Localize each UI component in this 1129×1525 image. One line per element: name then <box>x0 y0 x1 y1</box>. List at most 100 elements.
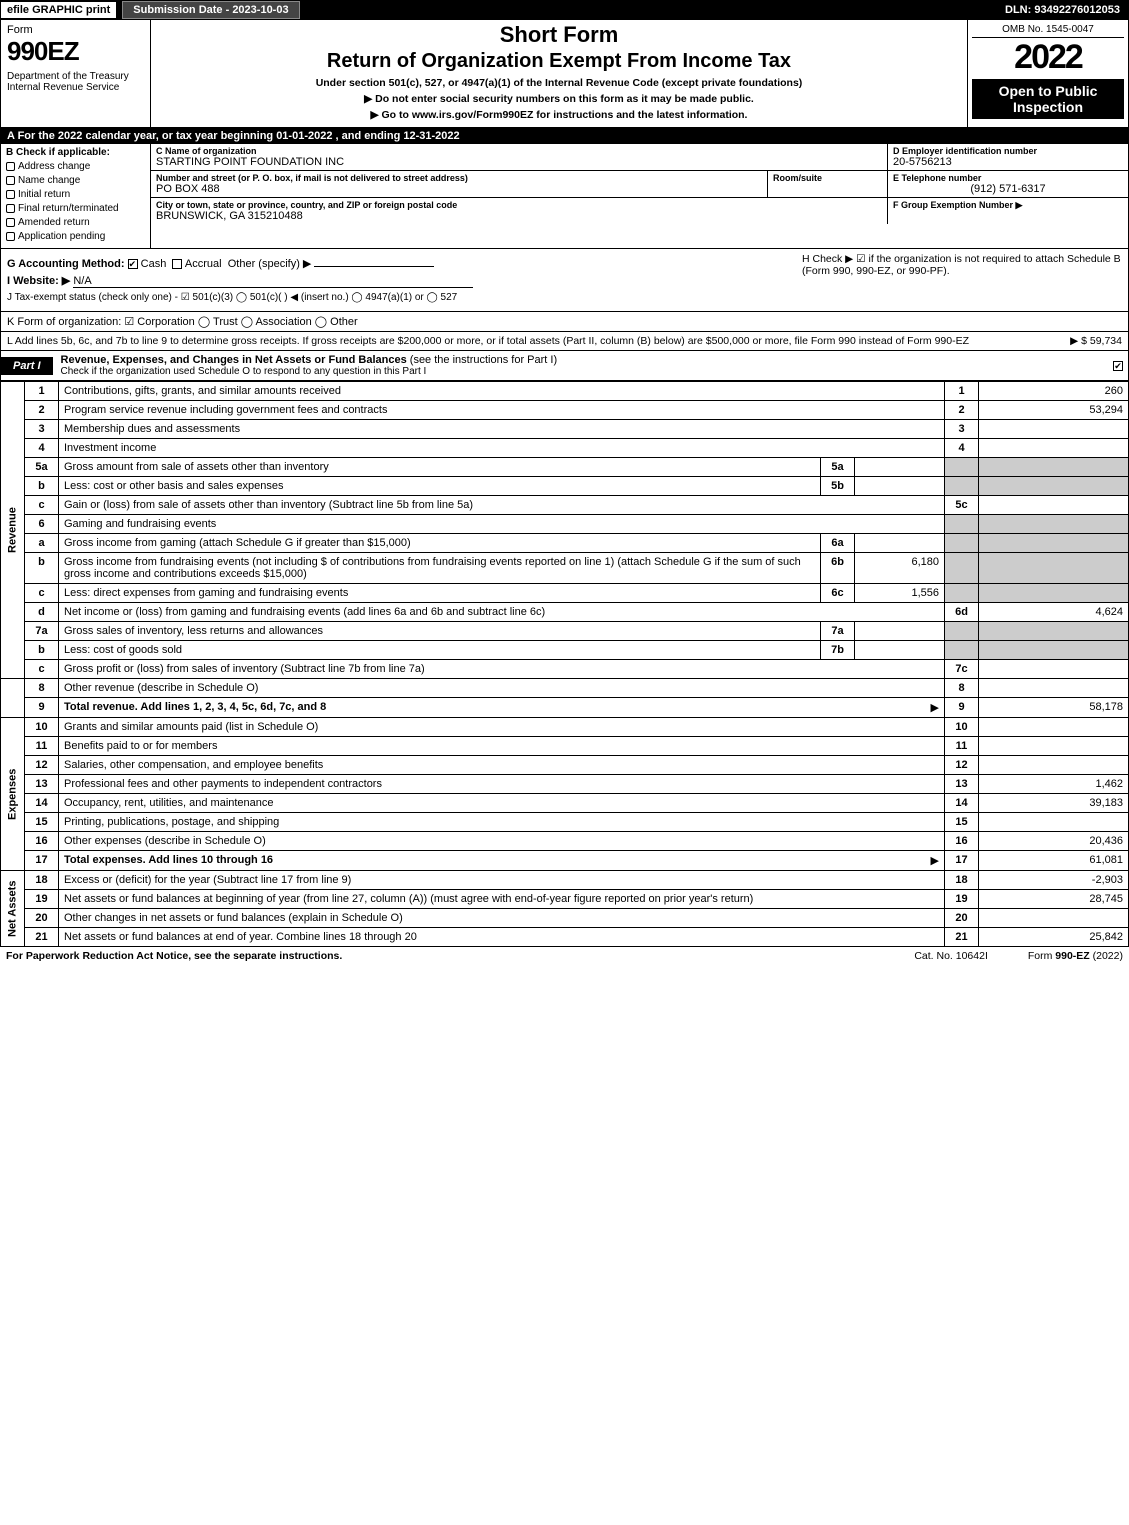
l19-desc: Net assets or fund balances at beginning… <box>59 890 945 909</box>
l9-amt: 58,178 <box>979 698 1129 718</box>
l3-amt <box>979 420 1129 439</box>
l6b-sn: 6b <box>821 553 855 584</box>
room-label: Room/suite <box>773 173 882 183</box>
l21-amt: 25,842 <box>979 928 1129 947</box>
l5b-sn: 5b <box>821 477 855 496</box>
d-value: 20-5756213 <box>893 156 1123 168</box>
l9-arrow-icon: ▶ <box>931 701 939 714</box>
l3-num: 3 <box>25 420 59 439</box>
l15-num: 15 <box>25 813 59 832</box>
g-accrual-label: Accrual <box>185 258 222 270</box>
l18-desc: Excess or (deficit) for the year (Subtra… <box>59 871 945 890</box>
l6b-num: b <box>25 553 59 584</box>
form-goto[interactable]: ▶ Go to www.irs.gov/Form990EZ for instru… <box>155 109 963 121</box>
form-title: Return of Organization Exempt From Incom… <box>155 50 963 73</box>
f-group-cell: F Group Exemption Number ▶ <box>888 198 1128 224</box>
part-i-title: Revenue, Expenses, and Changes in Net As… <box>53 351 1108 380</box>
l6d-num: d <box>25 603 59 622</box>
block-b-to-f: B Check if applicable: Address change Na… <box>0 144 1129 249</box>
form-warning: ▶ Do not enter social security numbers o… <box>155 93 963 105</box>
l1-amt: 260 <box>979 382 1129 401</box>
header-left: Form 990EZ Department of the Treasury In… <box>1 20 151 127</box>
l10-desc: Grants and similar amounts paid (list in… <box>59 718 945 737</box>
part-i-title-text: Revenue, Expenses, and Changes in Net As… <box>61 354 407 366</box>
l21-desc: Net assets or fund balances at end of ye… <box>59 928 945 947</box>
l-text: L Add lines 5b, 6c, and 7b to line 9 to … <box>7 335 969 347</box>
l16-desc: Other expenses (describe in Schedule O) <box>59 832 945 851</box>
revenue-spacer <box>1 679 25 718</box>
l7a-rnum <box>945 622 979 641</box>
g-other-input[interactable] <box>314 266 434 267</box>
l16-rnum: 16 <box>945 832 979 851</box>
footer-right-post: (2022) <box>1090 950 1123 962</box>
l17-amt: 61,081 <box>979 851 1129 871</box>
addr-label: Number and street (or P. O. box, if mail… <box>156 173 762 183</box>
l6b-amt <box>979 553 1129 584</box>
l7b-rnum <box>945 641 979 660</box>
l13-num: 13 <box>25 775 59 794</box>
l20-num: 20 <box>25 909 59 928</box>
header-center: Short Form Return of Organization Exempt… <box>151 20 968 127</box>
c-label: C Name of organization <box>156 146 882 156</box>
l7a-sn: 7a <box>821 622 855 641</box>
l2-rnum: 2 <box>945 401 979 420</box>
l3-desc: Membership dues and assessments <box>59 420 945 439</box>
header-right: OMB No. 1545-0047 2022 Open to Public In… <box>968 20 1128 127</box>
g-cash-checkbox[interactable] <box>128 259 138 269</box>
h-check: H Check ▶ ☑ if the organization is not r… <box>802 253 1122 277</box>
l12-num: 12 <box>25 756 59 775</box>
l5a-sn: 5a <box>821 458 855 477</box>
l4-num: 4 <box>25 439 59 458</box>
b-opt-amended[interactable]: Amended return <box>6 217 145 228</box>
omb-number: OMB No. 1545-0047 <box>972 22 1124 38</box>
l20-amt <box>979 909 1129 928</box>
open-to-public: Open to Public Inspection <box>972 79 1124 119</box>
b-opt-pending[interactable]: Application pending <box>6 231 145 242</box>
part-i-check[interactable] <box>1108 360 1128 372</box>
footer-center: Cat. No. 10642I <box>914 950 988 962</box>
b-opt-initial-return[interactable]: Initial return <box>6 189 145 200</box>
l5a-desc: Gross amount from sale of assets other t… <box>59 458 821 477</box>
revenue-section-label: Revenue <box>1 382 25 679</box>
l7c-desc: Gross profit or (loss) from sales of inv… <box>59 660 945 679</box>
l18-num: 18 <box>25 871 59 890</box>
l5a-amt <box>979 458 1129 477</box>
b-opt-address-change[interactable]: Address change <box>6 161 145 172</box>
form-header: Form 990EZ Department of the Treasury In… <box>0 20 1129 128</box>
b-opt-name-change[interactable]: Name change <box>6 175 145 186</box>
l11-desc: Benefits paid to or for members <box>59 737 945 756</box>
l11-num: 11 <box>25 737 59 756</box>
b-opt-final-return[interactable]: Final return/terminated <box>6 203 145 214</box>
l20-desc: Other changes in net assets or fund bala… <box>59 909 945 928</box>
l6c-sa: 1,556 <box>855 584 945 603</box>
h-text: H Check ▶ ☑ if the organization is not r… <box>802 253 1121 277</box>
l6d-desc: Net income or (loss) from gaming and fun… <box>59 603 945 622</box>
l6a-amt <box>979 534 1129 553</box>
l6d-amt: 4,624 <box>979 603 1129 622</box>
form-subtitle: Under section 501(c), 527, or 4947(a)(1)… <box>155 77 963 89</box>
l5b-desc: Less: cost or other basis and sales expe… <box>59 477 821 496</box>
efile-label[interactable]: efile GRAPHIC print <box>1 2 116 18</box>
room-cell: Room/suite <box>768 171 888 197</box>
l12-amt <box>979 756 1129 775</box>
g-accrual-checkbox[interactable] <box>172 259 182 269</box>
e-value: (912) 571-6317 <box>893 183 1123 195</box>
l6-num: 6 <box>25 515 59 534</box>
l14-rnum: 14 <box>945 794 979 813</box>
l7a-num: 7a <box>25 622 59 641</box>
l10-rnum: 10 <box>945 718 979 737</box>
l14-num: 14 <box>25 794 59 813</box>
g-cash-label: Cash <box>141 258 167 270</box>
f-label: F Group Exemption Number ▶ <box>893 200 1123 211</box>
footer-left: For Paperwork Reduction Act Notice, see … <box>6 950 342 962</box>
e-tel-cell: E Telephone number (912) 571-6317 <box>888 171 1128 197</box>
section-b: B Check if applicable: Address change Na… <box>1 144 151 248</box>
l6-amt <box>979 515 1129 534</box>
l7b-desc: Less: cost of goods sold <box>59 641 821 660</box>
l7a-sa <box>855 622 945 641</box>
tax-year: 2022 <box>972 38 1124 77</box>
e-label: E Telephone number <box>893 173 1123 183</box>
l4-desc: Investment income <box>59 439 945 458</box>
g-label: G Accounting Method: <box>7 258 125 270</box>
addr-value: PO BOX 488 <box>156 183 762 195</box>
